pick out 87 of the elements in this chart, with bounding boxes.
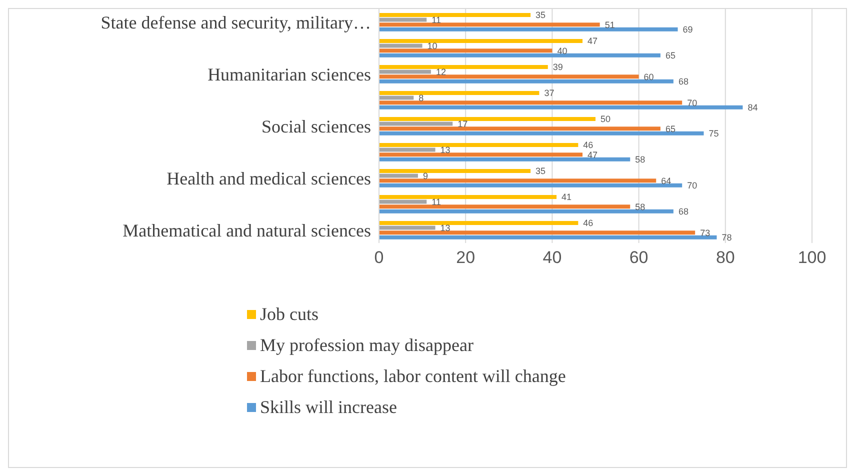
bar — [379, 27, 678, 32]
data-label: 47 — [588, 36, 598, 46]
data-label: 10 — [427, 40, 438, 51]
data-label: 47 — [588, 150, 598, 160]
bar — [379, 174, 418, 178]
data-label: 70 — [687, 180, 698, 191]
bar — [379, 226, 436, 230]
data-label: 51 — [604, 20, 615, 30]
data-label: 46 — [583, 140, 594, 150]
bar — [379, 74, 639, 79]
data-label: 69 — [682, 24, 693, 35]
data-label: 65 — [665, 124, 676, 134]
data-label: 75 — [708, 128, 719, 139]
data-label: 84 — [748, 102, 758, 113]
y-tick-label: Health and medical sciences — [166, 168, 371, 188]
bar — [379, 152, 583, 157]
bar — [379, 200, 427, 204]
bar — [379, 183, 682, 188]
bar — [379, 117, 596, 121]
bar — [379, 105, 743, 110]
data-label: 68 — [678, 76, 688, 87]
bar — [379, 131, 704, 136]
data-label: 37 — [544, 88, 554, 98]
y-tick-label: Social sciences — [262, 116, 371, 136]
bar — [379, 65, 548, 69]
legend-label: Skills will increase — [260, 396, 397, 419]
data-label: 11 — [432, 196, 441, 207]
data-label: 58 — [635, 202, 646, 212]
bar — [379, 122, 453, 126]
data-label: 64 — [661, 176, 672, 186]
data-label: 70 — [687, 98, 698, 108]
x-tick-label: 20 — [456, 248, 476, 268]
data-label: 8 — [418, 92, 424, 103]
bar — [379, 44, 422, 48]
data-label: 78 — [722, 232, 732, 243]
bar — [379, 79, 674, 84]
bar — [379, 157, 630, 162]
data-label: 46 — [583, 218, 594, 228]
data-label: 58 — [635, 154, 646, 165]
bar — [379, 195, 557, 199]
bar — [379, 91, 540, 95]
data-label: 13 — [440, 144, 450, 155]
legend-label: My profession may disappear — [260, 334, 474, 357]
x-tick-label: 100 — [798, 248, 826, 268]
data-label: 12 — [436, 66, 446, 77]
bar — [379, 100, 682, 105]
data-label: 39 — [552, 62, 563, 72]
data-label: 73 — [700, 228, 710, 238]
bar — [379, 209, 674, 214]
x-tick-label: 60 — [629, 248, 648, 268]
bar — [379, 39, 583, 43]
bar — [379, 235, 717, 240]
bar — [379, 126, 660, 131]
bar — [379, 18, 427, 22]
bar — [379, 230, 696, 235]
data-label: 9 — [422, 170, 428, 181]
data-label: 35 — [536, 166, 546, 176]
data-label: 41 — [562, 192, 572, 202]
data-label: 17 — [458, 118, 468, 129]
bar — [379, 178, 656, 183]
bar — [379, 22, 600, 27]
data-label: 50 — [600, 114, 611, 124]
data-label: 60 — [644, 72, 654, 82]
x-tick-label: 80 — [716, 248, 735, 268]
data-label: 13 — [440, 222, 450, 233]
bar — [379, 143, 578, 147]
data-label: 65 — [665, 50, 676, 61]
bar — [379, 96, 414, 100]
legend-label: Job cuts — [260, 303, 318, 326]
bar — [379, 169, 531, 173]
bar — [379, 48, 552, 53]
legend-label: Labor functions, labor content will change — [260, 365, 566, 388]
x-tick-label: 0 — [374, 248, 384, 268]
bar — [379, 148, 436, 152]
bar — [379, 221, 578, 225]
data-label: 35 — [536, 10, 546, 20]
data-label: 40 — [557, 46, 568, 56]
x-tick-label: 40 — [542, 248, 562, 268]
bar — [379, 70, 431, 74]
bar — [379, 53, 660, 58]
bar — [379, 13, 531, 17]
bar — [379, 204, 630, 209]
y-tick-label: Mathematical and natural sciences — [122, 220, 371, 240]
data-label: 11 — [432, 14, 441, 25]
y-tick-label: State defense and security, military… — [100, 12, 371, 32]
data-label: 68 — [678, 206, 688, 217]
y-tick-label: Humanitarian sciences — [208, 64, 371, 84]
